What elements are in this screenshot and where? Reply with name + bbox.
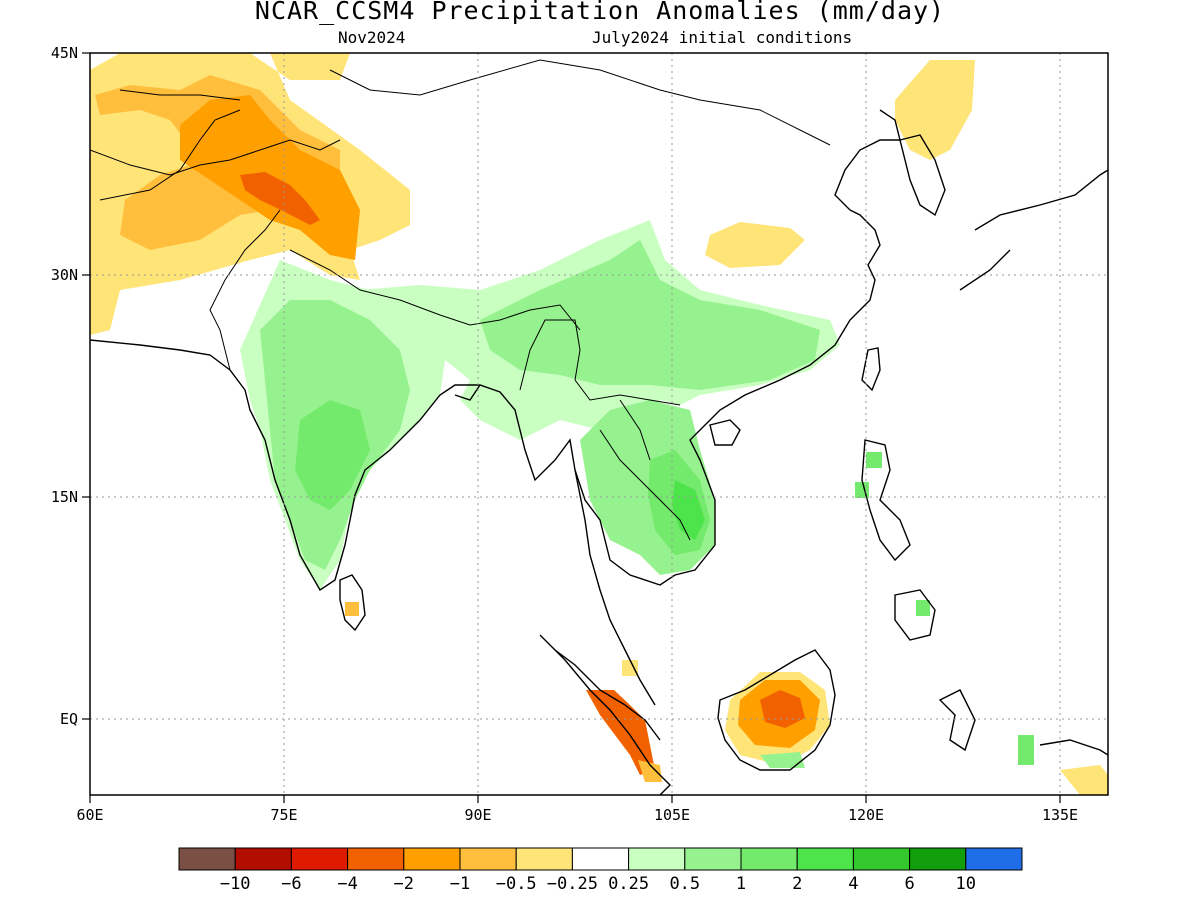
- lat-label-15n: 15N: [51, 488, 78, 506]
- country-borders: [90, 59, 831, 541]
- coast-korea: [899, 134, 946, 217]
- dry-anomaly-kashmir-peak: [240, 172, 320, 225]
- colorbar-label: −6: [281, 874, 301, 894]
- border-india-pakistan: [209, 209, 281, 371]
- dry-anomaly-korea: [895, 60, 975, 160]
- colorbar-swatch: [628, 847, 686, 871]
- anomaly-field: [90, 53, 1108, 795]
- wet-anomaly-south-china-core: [480, 240, 820, 390]
- lat-label-45n: 45N: [51, 44, 78, 62]
- lon-label-75e: 75E: [270, 806, 297, 824]
- colorbar-swatch: [459, 847, 517, 871]
- colorbar-label: 0.5: [669, 874, 700, 894]
- colorbar-label: 10: [956, 874, 976, 894]
- dry-anomaly-malaya: [622, 660, 638, 676]
- colorbar-label: 4: [848, 874, 858, 894]
- dry-anomaly-china: [705, 222, 805, 268]
- border-indochina: [519, 319, 691, 541]
- colorbar-swatch: [909, 847, 967, 871]
- lon-label-60e: 60E: [76, 806, 103, 824]
- colorbar-swatch: [403, 847, 461, 871]
- colorbar-swatch: [571, 847, 630, 871]
- colorbar-label: −10: [220, 874, 251, 894]
- coast-japan: [959, 169, 1108, 291]
- colorbar-label: 0.25: [608, 874, 649, 894]
- coast-bay-of-bengal: [454, 384, 481, 401]
- lon-label-135e: 135E: [1042, 806, 1078, 824]
- dry-anomaly-srilanka: [345, 602, 359, 616]
- coast-new-guinea: [1039, 739, 1108, 756]
- colorbar-label: 6: [904, 874, 914, 894]
- valid-month-label: Nov2024: [338, 28, 406, 47]
- wet-anomaly-sulawesi: [1018, 735, 1034, 765]
- coast-luzon: [861, 439, 911, 562]
- colorbar-swatch: [290, 847, 349, 871]
- coastlines: [90, 109, 1108, 795]
- colorbar-swatch: [178, 847, 236, 871]
- dry-anomaly-sumatra: [586, 690, 655, 775]
- colorbar-label: −0.25: [547, 874, 598, 894]
- coast-sumatra: [539, 634, 671, 795]
- wet-anomaly-luzon: [866, 452, 882, 468]
- coast-arabian-sea: [90, 209, 881, 591]
- lon-label-90e: 90E: [464, 806, 491, 824]
- initial-conditions-label: July2024 initial conditions: [592, 28, 853, 47]
- dry-anomaly-sumatra-south: [638, 760, 662, 782]
- map-title: NCAR_CCSM4 Precipitation Anomalies (mm/d…: [254, 0, 946, 25]
- border-himalaya: [289, 249, 581, 331]
- wet-anomaly-vietnam-peak: [672, 480, 705, 540]
- plot-frame: [89, 52, 1109, 796]
- lat-label-eq: EQ: [60, 710, 78, 728]
- colorbar-label: −2: [394, 874, 414, 894]
- coast-malay-peninsula: [574, 469, 656, 706]
- coast-sulawesi: [938, 689, 976, 752]
- colorbar-label: −1: [450, 874, 470, 894]
- colorbar-swatch: [852, 847, 911, 871]
- colorbar-swatch: [796, 847, 854, 871]
- colorbar-swatch: [347, 847, 405, 871]
- coast-mindanao: [894, 589, 936, 641]
- colorbar-swatch: [234, 847, 292, 871]
- coast-taiwan: [861, 347, 881, 392]
- coast-borneo: [717, 649, 836, 771]
- colorbar-label: −0.5: [496, 874, 537, 894]
- colorbar-label: −4: [337, 874, 357, 894]
- coast-sri-lanka: [339, 574, 366, 632]
- wet-anomaly-mindanao: [916, 600, 930, 616]
- colorbar-swatch: [740, 847, 798, 871]
- coast-china-north: [834, 109, 901, 211]
- dry-anomaly-new-guinea: [1060, 765, 1108, 795]
- tick-marks: [82, 52, 1061, 803]
- colorbar-label: 1: [736, 874, 746, 894]
- graticule: [90, 53, 1108, 795]
- lon-label-120e: 120E: [848, 806, 884, 824]
- coast-hainan: [709, 419, 741, 446]
- colorbar-swatch: [684, 847, 742, 871]
- lon-label-105e: 105E: [654, 806, 690, 824]
- wet-anomaly-india-inner: [295, 400, 370, 510]
- wet-anomaly-borneo-south: [760, 752, 805, 768]
- colorbar-swatch: [515, 847, 573, 871]
- wet-anomaly-luzon-2: [855, 482, 869, 498]
- colorbar-swatch: [965, 847, 1023, 871]
- colorbar-label: 2: [792, 874, 802, 894]
- lat-label-30n: 30N: [51, 266, 78, 284]
- border-central-asia: [90, 59, 831, 176]
- colorbar: −10 −6 −4 −2 −1 −0.5 −0.25 0.25 0.5 1 2 4 6 10: [178, 847, 1023, 894]
- border-afghanistan: [99, 109, 241, 201]
